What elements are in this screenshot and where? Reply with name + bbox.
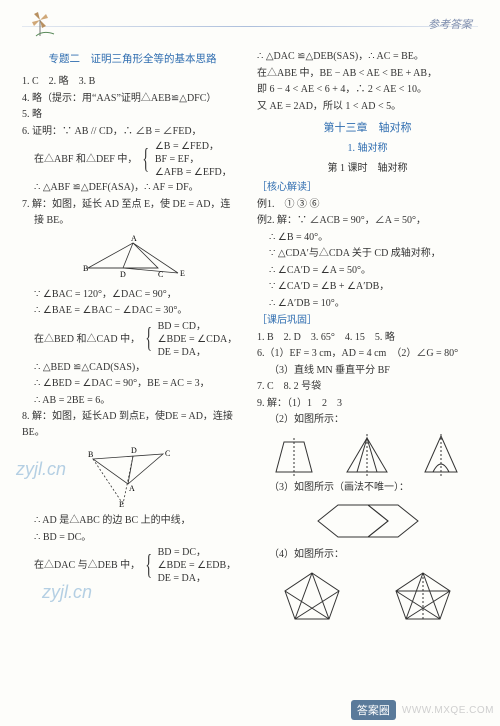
brace-content: ∠B = ∠FED， BF = EF， ∠AFB = ∠EFD， [155,140,232,179]
p9b: （2）如图所示： [257,412,478,428]
p6: 6.（1）EF = 3 cm，AD = 4 cm （2）∠G = 80° [257,346,478,362]
item-7b: 接 BE。 [22,213,243,229]
item-7h: ∴ AB = 2BE = 6。 [22,393,243,409]
eq: ∠BDE = ∠EDB， [158,559,237,572]
header-label: 参考答案 [428,16,472,32]
r1: ∴ △DAC ≌△DEB(SAS)，∴ AC = BE。 [257,49,478,65]
item-6: 6. 证明：∵ AB // CD，∴ ∠B = ∠FED， [22,124,243,140]
eq: BD = DC， [158,546,237,559]
ex1: 例1. ① ③ ⑥ [257,197,478,213]
header-rule [22,26,478,27]
item-7d: ∴ ∠BAE = ∠BAC − ∠DAC = 30°。 [22,303,243,319]
figure-9-3 [257,499,478,543]
topic-title: 专题二 证明三角形全等的基本思路 [22,52,243,68]
brace-content: BD = DC， ∠BDE = ∠EDB， DE = DA， [158,546,237,585]
sub-title: 1. 轴对称 [257,141,478,157]
svg-text:B: B [83,264,88,273]
item-8d-pre: 在△DAC 与△DEB 中， [34,558,140,574]
ex2d: ∴ ∠CA′D = ∠A = 50°。 [257,263,478,279]
item-8b: ∴ AD 是△ABC 的边 BC 上的中线， [22,513,243,529]
item-8c: ∴ BD = DC。 [22,530,243,546]
eq: BD = CD， [158,320,238,333]
svg-text:A: A [129,484,135,493]
p7: 7. C 8. 2 号袋 [257,379,478,395]
item-6c: ∴ △ABF ≌△DEF(ASA)，∴ AF = DF。 [22,180,243,196]
figure-7: B A D C E [22,233,243,283]
brace-icon: { [143,156,150,164]
brace-icon: { [145,335,152,343]
item-8: 8. 解：如图，延长AD 到点E，使DE = AD，连接 BE。 [22,409,243,440]
badge-url: WWW.MXQE.COM [402,705,494,716]
p9d: （4）如图所示： [257,547,478,563]
eq: ∠BDE = ∠CDA， [158,333,238,346]
item-7g: ∴ ∠BED = ∠DAC = 90°，BE = AC = 3， [22,376,243,392]
r3: 即 6 − 4 < AE < 6 + 4，∴ 2 < AE < 10。 [257,82,478,98]
footer-badge: 答案圈 WWW.MXQE.COM [351,700,494,720]
ex2a: 例2. 解：∵ ∠ACB = 90°，∠A = 50°， [257,213,478,229]
svg-text:E: E [119,500,124,509]
right-column: ∴ △DAC ≌△DEB(SAS)，∴ AC = BE。 在△ABE 中，BE … [257,48,478,714]
eq: DE = DA， [158,346,238,359]
group-core: ［核心解读］ [257,180,478,196]
item-7: 7. 解：如图，延长 AD 至点 E，使 DE = AD，连 [22,197,243,213]
item-7e-pre: 在△BED 和△CAD 中， [34,332,140,348]
figure-9-4 [257,567,478,623]
ex2e: ∵ ∠CA′D = ∠B + ∠A′DB， [257,279,478,295]
group-after: ［课后巩固］ [257,313,478,329]
chapter-title: 第十三章 轴对称 [257,120,478,137]
item-5: 5. 略 [22,107,243,123]
badge-text: 答案圈 [351,700,396,720]
brace-content: BD = CD， ∠BDE = ∠CDA， DE = DA， [158,320,238,359]
svg-text:B: B [88,450,93,459]
item-4: 4. 略（提示：用“AAS”证明△AEB≌△DFC） [22,91,243,107]
windmill-icon [28,10,58,43]
p9c: （3）如图所示（画法不唯一）： [257,480,478,496]
page-header: 参考答案 [0,14,500,38]
eq: BF = EF， [155,153,232,166]
ex2c: ∵ △CDA′与△CDA 关于 CD 成轴对称， [257,246,478,262]
svg-text:A: A [131,234,137,243]
p6b: （3）直线 MN 垂直平分 BF [257,363,478,379]
svg-text:D: D [120,270,126,279]
ex2b: ∴ ∠B = 40°。 [257,230,478,246]
svg-text:C: C [165,449,170,458]
page-body: 专题二 证明三角形全等的基本思路 1. C 2. 略 3. B 4. 略（提示：… [22,48,478,714]
svg-text:E: E [180,269,185,278]
ex2f: ∴ ∠A′DB = 10°。 [257,296,478,312]
svg-text:C: C [158,270,163,279]
eq: ∠AFB = ∠EFD， [155,166,232,179]
svg-text:D: D [131,446,137,455]
item-6-system: 在△ABF 和△DEF 中， { ∠B = ∠FED， BF = EF， ∠AF… [22,140,243,179]
figure-9-2 [257,432,478,476]
eq: ∠B = ∠FED， [155,140,232,153]
item-6-pre: 在△ABF 和△DEF 中， [34,152,137,168]
item-1-3: 1. C 2. 略 3. B [22,74,243,90]
lesson-title: 第 1 课时 轴对称 [257,161,478,177]
item-7c: ∵ ∠BAC = 120°，∠DAC = 90°， [22,287,243,303]
watermark: zyjl.cn [16,456,66,484]
p9a: 9. 解：（1）1 2 3 [257,396,478,412]
item-8-system: 在△DAC 与△DEB 中， { BD = DC， ∠BDE = ∠EDB， D… [22,546,243,585]
r4: 又 AE = 2AD，所以 1 < AD < 5。 [257,99,478,115]
r2: 在△ABE 中，BE − AB < AE < BE + AB， [257,66,478,82]
left-column: 专题二 证明三角形全等的基本思路 1. C 2. 略 3. B 4. 略（提示：… [22,48,243,714]
figure-8: B C D A E zyjl.cn [22,444,243,509]
eq: DE = DA， [158,572,237,585]
item-7f: ∴ △BED ≌△CAD(SAS)， [22,360,243,376]
p1: 1. B 2. D 3. 65° 4. 15 5. 略 [257,330,478,346]
item-7-system: 在△BED 和△CAD 中， { BD = CD， ∠BDE = ∠CDA， D… [22,320,243,359]
brace-icon: { [145,562,152,570]
